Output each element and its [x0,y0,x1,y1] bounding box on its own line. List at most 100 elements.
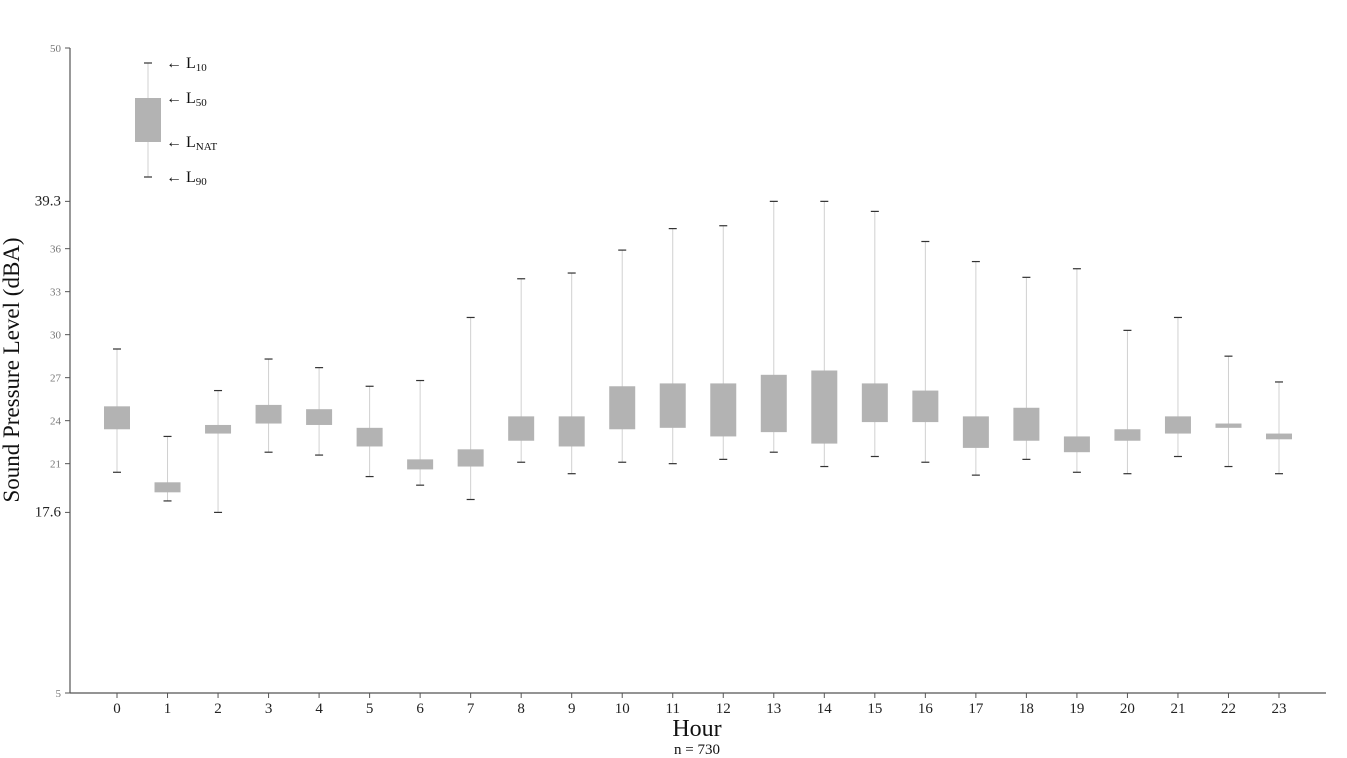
x-tick-label: 11 [666,701,680,717]
x-axis-ticks: 0 1 2 3 4 5 6 7 8 9 10 11 12 13 14 15 16 17 18 19 20 21 22 23 [113,693,1287,717]
x-tick-label: 15 [867,701,882,717]
x-tick-label: 22 [1221,701,1236,717]
box-hour-11 [659,228,686,465]
x-tick-label: 23 [1272,701,1287,717]
box-hour-0 [104,348,130,473]
box-l50-lnat [255,404,282,424]
y-tick-label: 50 [50,43,62,55]
legend-subscript: NAT [196,141,218,153]
box-hour-17 [962,260,989,476]
x-tick-label: 21 [1170,701,1185,717]
legend: ← L10← L50← LNAT← L90 [135,55,217,188]
x-tick-label: 17 [968,701,984,717]
box-l50-lnat [811,370,838,444]
x-tick-label: 16 [918,701,934,717]
box-hour-1 [154,435,181,502]
box-hour-2 [205,389,232,514]
box-hour-20 [1114,329,1141,475]
y-tick-label: 33 [50,287,62,299]
legend-arrow-label: ← L [166,90,196,107]
legend-arrow-label: ← L [166,169,196,186]
box-hour-18 [1013,276,1040,460]
x-tick-label: 9 [568,701,576,717]
box-l50-lnat [407,459,434,470]
box-l50-lnat [558,416,585,447]
x-tick-label: 8 [517,701,525,717]
legend-subscript: 90 [196,176,208,188]
legend-arrow-label: ← L [166,134,196,151]
box-hour-23 [1266,381,1292,475]
x-tick-label: 20 [1120,701,1135,717]
box-l50-lnat [457,449,484,467]
legend-entry-l90: ← L90 [166,169,207,188]
box-l50-lnat [659,383,686,428]
x-tick-label: 4 [315,701,323,717]
legend-subscript: 50 [196,97,208,109]
box-l50-lnat [1164,416,1191,434]
y-axis-label: Sound Pressure Level (dBA) [0,237,24,502]
box-hour-21 [1164,316,1191,458]
y-tick-label: 36 [50,244,62,256]
x-tick-label: 5 [366,701,374,717]
box-l50-lnat [1266,433,1292,440]
x-tick-label: 14 [817,701,833,717]
x-tick-label: 2 [214,701,222,717]
x-tick-label: 19 [1069,701,1084,717]
box-hour-8 [508,278,535,463]
box-l50-lnat [1114,429,1141,441]
box-l50-lnat [710,383,737,437]
y-tick-label: 5 [56,688,62,700]
x-tick-label: 10 [615,701,630,717]
box-hour-12 [710,225,737,460]
box-hour-16 [912,240,939,463]
box-hour-7 [457,316,484,501]
y-tick-label: 24 [50,416,62,428]
x-tick-label: 18 [1019,701,1034,717]
x-tick-label: 3 [265,701,273,717]
x-tick-label: 7 [467,701,475,717]
box-l50-lnat [1063,436,1090,453]
box-l50-lnat [609,386,636,430]
box-hour-14 [811,200,838,468]
box-hour-6 [407,379,434,486]
box-hour-22 [1215,355,1242,468]
box-hour-9 [558,272,585,475]
boxes [104,200,1292,514]
box-l50-lnat [104,406,130,430]
box-hour-4 [306,367,333,456]
sample-size-note: n = 730 [674,742,720,758]
box-l50-lnat [306,409,333,425]
box-l50-lnat [962,416,989,448]
y-tick-label: 21 [50,459,61,471]
box-l50-lnat [356,427,383,447]
x-tick-label: 0 [113,701,121,717]
box-l50-lnat [1013,407,1040,441]
x-tick-label: 1 [164,701,172,717]
box-hour-5 [356,385,383,478]
legend-entry-lnat: ← LNAT [166,134,217,153]
x-tick-label: 12 [716,701,731,717]
y-tick-label: 17.6 [35,504,62,520]
box-hour-15 [861,210,888,458]
legend-box [135,98,161,142]
box-l50-lnat [861,383,888,423]
legend-arrow-label: ← L [166,55,196,72]
legend-entry-l50: ← L50 [166,90,207,109]
x-axis-label: Hour [672,716,721,742]
y-tick-label: 39.3 [35,193,61,209]
y-tick-label: 30 [50,330,62,342]
box-hour-13 [760,200,787,453]
box-hour-10 [609,249,636,463]
box-l50-lnat [1215,423,1242,428]
y-axis-ticks: 50 39.3 36 33 30 27 24 21 17.6 5 [35,43,70,700]
axes [69,48,1326,694]
box-l50-lnat [760,374,787,433]
x-tick-label: 13 [766,701,781,717]
y-tick-label: 27 [50,373,62,385]
box-l50-lnat [912,390,939,423]
legend-subscript: 10 [196,62,208,74]
box-l50-lnat [205,424,232,434]
box-l50-lnat [508,416,535,441]
box-hour-19 [1063,268,1090,473]
